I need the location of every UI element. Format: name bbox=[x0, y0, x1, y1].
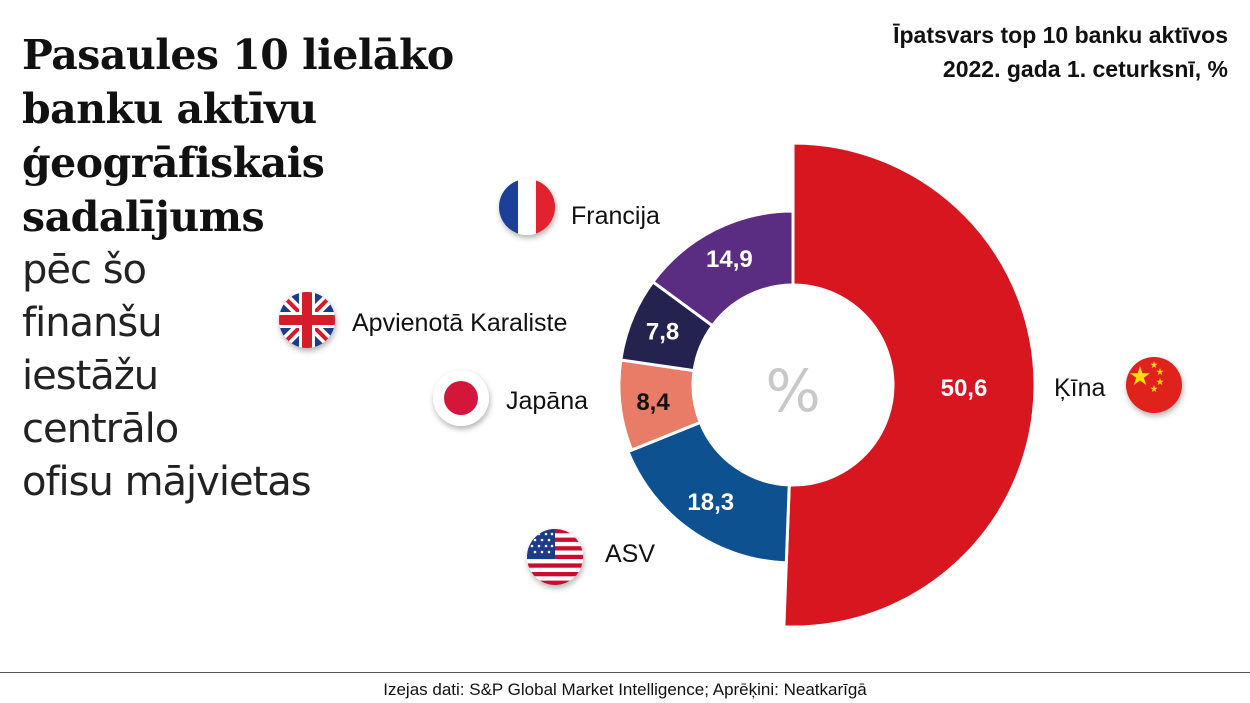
title-block: Pasaules 10 lielāko banku aktīvu ģeogrāf… bbox=[22, 28, 582, 509]
value-label-4: 14,9 bbox=[706, 246, 753, 273]
value-label-1: 18,3 bbox=[687, 489, 734, 516]
usa-flag-icon bbox=[527, 529, 583, 585]
label-francija: Francija bbox=[571, 202, 660, 230]
chart-title: Pasaules 10 lielāko banku aktīvu ģeogrāf… bbox=[22, 31, 454, 241]
china-flag-icon bbox=[1126, 357, 1182, 413]
chart-description: Īpatsvars top 10 banku aktīvos 2022. gad… bbox=[893, 22, 1228, 82]
label-kina: Ķīna bbox=[1054, 374, 1106, 402]
donut-slices bbox=[617, 141, 1037, 629]
center-percent-symbol: % bbox=[765, 357, 820, 425]
label-asv: ASV bbox=[605, 540, 655, 568]
value-labels: 50,6 18,3 8,4 7,8 14,9 bbox=[636, 246, 987, 516]
value-label-0: 50,6 bbox=[941, 375, 988, 402]
slice-0 bbox=[782, 141, 1037, 629]
label-apvienota-karaliste: Apvienotā Karaliste bbox=[352, 309, 567, 337]
chart-subtitle: pēc šo finanšu iestāžu centrālo ofisu mā… bbox=[22, 247, 312, 505]
source-note: Izejas dati: S&P Global Market Intellige… bbox=[383, 680, 867, 699]
slice-1 bbox=[625, 420, 791, 565]
slice-4 bbox=[650, 209, 795, 328]
japan-flag-icon bbox=[433, 370, 489, 426]
footer-divider bbox=[0, 672, 1250, 673]
uk-flag-icon bbox=[279, 292, 335, 348]
value-label-3: 7,8 bbox=[646, 318, 679, 345]
value-label-2: 8,4 bbox=[636, 389, 670, 416]
france-flag-icon bbox=[499, 179, 555, 235]
label-japana: Japāna bbox=[506, 387, 588, 415]
